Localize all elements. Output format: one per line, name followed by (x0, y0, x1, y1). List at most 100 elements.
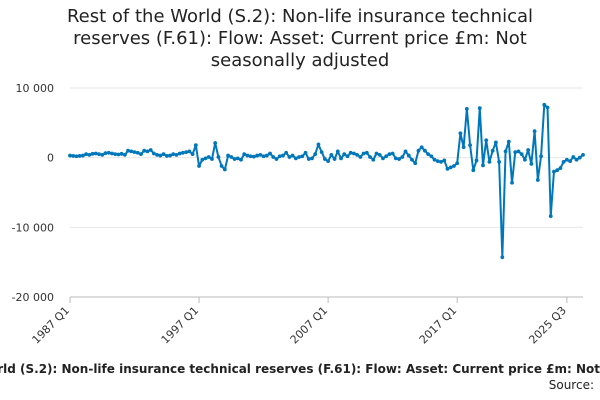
data-point[interactable] (519, 152, 524, 157)
data-point[interactable] (416, 148, 421, 153)
data-point[interactable] (200, 157, 205, 162)
data-point[interactable] (429, 154, 434, 159)
data-point[interactable] (513, 150, 518, 154)
data-point[interactable] (493, 140, 498, 145)
data-point[interactable] (355, 152, 360, 157)
data-point[interactable] (442, 158, 447, 163)
data-point[interactable] (393, 156, 398, 161)
data-point[interactable] (264, 153, 269, 158)
data-point[interactable] (500, 255, 505, 260)
data-point[interactable] (571, 155, 576, 159)
data-point[interactable] (413, 161, 418, 166)
data-point[interactable] (335, 149, 340, 154)
data-point[interactable] (242, 152, 247, 157)
data-point[interactable] (103, 151, 108, 156)
data-point[interactable] (171, 152, 176, 157)
data-point[interactable] (461, 145, 466, 150)
data-point[interactable] (239, 157, 243, 162)
data-point[interactable] (87, 152, 92, 157)
data-point[interactable] (193, 143, 198, 148)
data-point[interactable] (293, 156, 298, 161)
data-point[interactable] (110, 151, 114, 156)
data-point[interactable] (523, 157, 527, 162)
data-point[interactable] (213, 141, 218, 145)
data-point[interactable] (139, 152, 143, 157)
data-point[interactable] (419, 145, 424, 150)
data-point[interactable] (268, 151, 272, 156)
data-point[interactable] (93, 151, 98, 156)
data-point[interactable] (352, 151, 356, 156)
data-point[interactable] (216, 155, 221, 159)
data-point[interactable] (474, 158, 479, 163)
data-point[interactable] (303, 150, 308, 155)
data-point[interactable] (484, 138, 489, 143)
data-point[interactable] (558, 166, 563, 171)
data-point[interactable] (426, 152, 431, 157)
data-point[interactable] (158, 153, 163, 158)
data-point[interactable] (481, 163, 485, 168)
data-point[interactable] (510, 180, 514, 185)
data-point[interactable] (271, 155, 276, 159)
data-point[interactable] (471, 168, 476, 173)
data-point[interactable] (151, 151, 156, 156)
data-point[interactable] (577, 155, 582, 160)
data-point[interactable] (135, 150, 140, 155)
data-point[interactable] (203, 156, 208, 161)
data-point[interactable] (526, 148, 531, 152)
data-point[interactable] (506, 139, 511, 144)
data-point[interactable] (284, 150, 289, 155)
data-point[interactable] (310, 156, 314, 161)
data-point[interactable] (516, 149, 521, 154)
data-point[interactable] (229, 155, 234, 159)
data-point[interactable] (155, 152, 160, 157)
data-point[interactable] (326, 159, 331, 164)
data-point[interactable] (364, 150, 369, 155)
data-point[interactable] (161, 152, 166, 157)
data-point[interactable] (181, 150, 185, 155)
data-point[interactable] (113, 152, 118, 157)
data-point[interactable] (532, 129, 537, 134)
data-point[interactable] (397, 157, 401, 161)
data-point[interactable] (455, 161, 460, 166)
data-point[interactable] (322, 157, 327, 161)
data-point[interactable] (177, 151, 182, 156)
data-point[interactable] (403, 149, 408, 154)
data-point[interactable] (126, 148, 130, 153)
data-point[interactable] (545, 105, 550, 110)
data-point[interactable] (410, 157, 414, 162)
data-point[interactable] (568, 159, 572, 164)
data-point[interactable] (535, 178, 540, 182)
data-point[interactable] (490, 148, 495, 153)
data-point[interactable] (452, 164, 456, 168)
data-point[interactable] (374, 151, 379, 156)
data-point[interactable] (319, 150, 324, 154)
data-point[interactable] (84, 152, 89, 157)
data-point[interactable] (222, 167, 227, 172)
data-point[interactable] (300, 154, 305, 159)
data-point[interactable] (71, 154, 76, 158)
data-point[interactable] (458, 131, 463, 136)
data-point[interactable] (190, 152, 195, 157)
data-point[interactable] (226, 153, 230, 158)
data-point[interactable] (345, 154, 350, 159)
data-point[interactable] (552, 169, 556, 174)
data-point[interactable] (542, 102, 547, 107)
data-point[interactable] (206, 155, 211, 159)
data-point[interactable] (371, 157, 376, 162)
data-point[interactable] (406, 153, 411, 158)
data-point[interactable] (255, 153, 260, 158)
data-point[interactable] (197, 164, 201, 168)
data-point[interactable] (281, 153, 285, 158)
data-point[interactable] (390, 151, 395, 156)
data-point[interactable] (581, 152, 585, 157)
data-point[interactable] (168, 153, 172, 158)
data-point[interactable] (248, 154, 253, 159)
data-point[interactable] (384, 154, 389, 159)
data-point[interactable] (129, 149, 134, 154)
data-point[interactable] (164, 154, 169, 158)
data-point[interactable] (122, 152, 127, 157)
data-point[interactable] (174, 152, 179, 157)
data-point[interactable] (342, 152, 347, 157)
data-point[interactable] (358, 155, 363, 159)
data-point[interactable] (497, 159, 502, 164)
